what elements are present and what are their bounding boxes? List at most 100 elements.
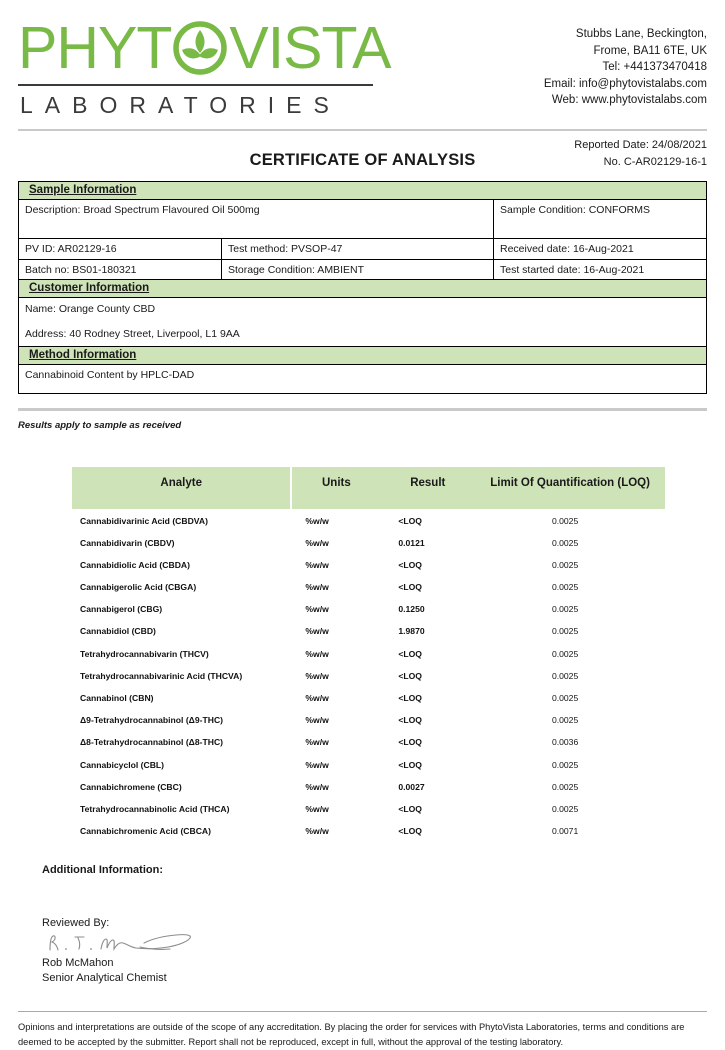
table-row: Tetrahydrocannabinolic Acid (THCA) %w/w <L… xyxy=(72,798,665,820)
column-header-result: Result xyxy=(380,467,476,510)
customer-information-heading: Customer Information xyxy=(18,279,707,299)
cell-units: %w/w xyxy=(305,582,329,593)
sample-description: Description: Broad Spectrum Flavoured Oi… xyxy=(18,199,494,239)
table-row: Tetrahydrocannabivarin (THCV) %w/w <LOQ 0.0… xyxy=(72,643,665,665)
table-row: Batch no: BS01-180321 Storage Condition:… xyxy=(18,259,707,281)
cell-analyte: Cannabidiol (CBD) xyxy=(80,626,156,637)
batch-no: Batch no: BS01-180321 xyxy=(18,259,222,281)
cell-loq: 0.0025 xyxy=(551,515,579,526)
cell-units: %w/w xyxy=(305,604,329,615)
method-information-heading: Method Information xyxy=(18,346,707,366)
brand-logo: PHYT VISTA LABORATORIES xyxy=(18,16,408,119)
sample-information-heading-text: Sample Information xyxy=(29,184,137,196)
cell-loq: 0.0036 xyxy=(551,737,579,748)
cell-analyte: Cannabigerolic Acid (CBGA) xyxy=(80,582,197,593)
cell-units: %w/w xyxy=(305,648,329,659)
table-row: PV ID: AR02129-16 Test method: PVSOP-47 … xyxy=(18,238,707,260)
cell-result: <LOQ xyxy=(398,515,422,526)
signature-image xyxy=(18,930,707,956)
cell-result: 0.0121 xyxy=(398,537,425,548)
cell-analyte: Cannabinol (CBN) xyxy=(80,693,154,703)
contact-address-line1: Stubbs Lane, Beckington, xyxy=(575,28,707,40)
table-row: Δ9-Tetrahydrocannabinol (Δ9-THC) %w/w <LOQ… xyxy=(72,709,665,731)
cell-analyte: Cannabicyclol (CBL) xyxy=(80,759,165,770)
cell-loq: 0.0025 xyxy=(551,670,579,681)
cell-loq: 0.0025 xyxy=(551,604,579,615)
cell-loq: 0.0025 xyxy=(551,582,579,593)
sample-information-heading: Sample Information xyxy=(18,181,707,200)
table-row: Cannabicyclol (CBL) %w/w <LOQ 0.0025 xyxy=(72,753,665,775)
table-row: Cannabidivarinic Acid (CBDVA) %w/w <LOQ 0.0… xyxy=(72,509,665,531)
customer-address: Address: 40 Rodney Street, Liverpool, L1… xyxy=(18,324,707,348)
table-row: Cannabigerol (CBG) %w/w 0.1250 0.0025 xyxy=(72,598,665,620)
cell-analyte: Cannabichromene (CBC) xyxy=(80,781,182,792)
cell-result: <LOQ xyxy=(398,737,422,748)
brand-subtitle: LABORATORIES xyxy=(20,92,341,118)
cell-units: %w/w xyxy=(305,626,329,637)
signer-role: Senior Analytical Chemist xyxy=(42,972,167,985)
cell-units: %w/w xyxy=(305,781,329,792)
column-header-analyte: Analyte xyxy=(72,467,292,510)
cell-loq: 0.0025 xyxy=(551,559,579,570)
results-table-head: Analyte Units Result Limit Of Quantifica… xyxy=(72,467,665,510)
cell-loq: 0.0025 xyxy=(551,537,579,548)
pv-id: PV ID: AR02129-16 xyxy=(18,238,222,260)
cell-result: <LOQ xyxy=(398,803,422,814)
cell-analyte: Δ9-Tetrahydrocannabinol (Δ9-THC) xyxy=(80,715,224,726)
table-row: Cannabidivarin (CBDV) %w/w 0.0121 0.0025 xyxy=(72,532,665,554)
cell-result: <LOQ xyxy=(398,693,422,703)
table-row: Cannabinol (CBN) %w/w <LOQ 0.0025 xyxy=(72,687,665,709)
header-divider xyxy=(18,129,707,131)
cell-result: 0.0027 xyxy=(398,781,425,792)
column-header-loq: Limit Of Quantification (LOQ) xyxy=(475,467,665,510)
table-row: Method Information xyxy=(18,346,707,366)
results-section: Analyte Units Result Limit Of Quantifica… xyxy=(18,467,707,842)
table-header-row: Analyte Units Result Limit Of Quantifica… xyxy=(72,467,665,510)
cell-units: %w/w xyxy=(305,737,329,748)
cell-loq: 0.0025 xyxy=(551,803,579,814)
method-information-heading-text: Method Information xyxy=(29,349,137,362)
cell-result: 0.1250 xyxy=(398,604,425,615)
table-row: Tetrahydrocannabivarinic Acid (THCVA) %w/… xyxy=(72,665,665,687)
cell-units: %w/w xyxy=(305,715,329,726)
report-meta: Reported Date: 24/08/2021 No. C-AR02129-… xyxy=(574,137,707,171)
cell-units: %w/w xyxy=(305,826,329,837)
page-header: PHYT VISTA LABORATORIES Stubbs Lane, Bec… xyxy=(18,0,707,119)
brand-name-part1: PHYT xyxy=(18,14,172,81)
cell-result: <LOQ xyxy=(398,759,422,770)
cell-analyte: Cannabidivarin (CBDV) xyxy=(80,537,175,548)
leaf-logo-icon xyxy=(172,20,228,76)
customer-name: Name: Orange County CBD xyxy=(18,297,707,325)
contact-telephone: Tel: +441373470418 xyxy=(602,61,707,73)
table-row: Cannabidiolic Acid (CBDA) %w/w <LOQ 0.0025 xyxy=(72,554,665,576)
table-row: Cannabichromene (CBC) %w/w 0.0027 0.0025 xyxy=(72,776,665,798)
test-method: Test method: PVSOP-47 xyxy=(221,238,494,260)
cell-units: %w/w xyxy=(305,515,329,526)
table-row: Δ8-Tetrahydrocannabinol (Δ8-THC) %w/w <LOQ… xyxy=(72,731,665,753)
title-row: CERTIFICATE OF ANALYSIS Reported Date: 2… xyxy=(18,137,707,179)
table-row: Description: Broad Spectrum Flavoured Oi… xyxy=(18,199,707,239)
contact-website: Web: www.phytovistalabs.com xyxy=(551,94,707,106)
test-started-date: Test started date: 16-Aug-2021 xyxy=(493,259,707,281)
cell-analyte: Tetrahydrocannabinolic Acid (THCA) xyxy=(80,803,230,814)
cell-result: <LOQ xyxy=(398,826,422,837)
received-date: Received date: 16-Aug-2021 xyxy=(493,238,707,260)
table-row: Customer Information xyxy=(18,279,707,299)
cell-loq: 0.0025 xyxy=(551,693,579,703)
disclaimer-text: Opinions and interpretations are outside… xyxy=(18,1022,685,1048)
cell-loq: 0.0025 xyxy=(551,715,579,726)
cell-units: %w/w xyxy=(305,537,329,548)
report-number: No. C-AR02129-16-1 xyxy=(603,156,707,168)
cell-units: %w/w xyxy=(305,759,329,770)
cell-units: %w/w xyxy=(305,670,329,681)
table-row: Sample Information xyxy=(18,181,707,200)
cell-loq: 0.0025 xyxy=(551,648,579,659)
sample-condition: Sample Condition: CONFORMS xyxy=(493,199,707,239)
storage-condition: Storage Condition: AMBIENT xyxy=(221,259,494,281)
table-row: Cannabinoid Content by HPLC-DAD xyxy=(18,364,707,395)
cell-result: <LOQ xyxy=(398,670,422,681)
contact-address-line2: Frome, BA11 6TE, UK xyxy=(593,44,707,57)
certificate-page: PHYT VISTA LABORATORIES Stubbs Lane, Bec… xyxy=(18,0,707,1047)
column-header-units: Units xyxy=(290,467,381,510)
brand-name-part2: VISTA xyxy=(229,14,391,81)
